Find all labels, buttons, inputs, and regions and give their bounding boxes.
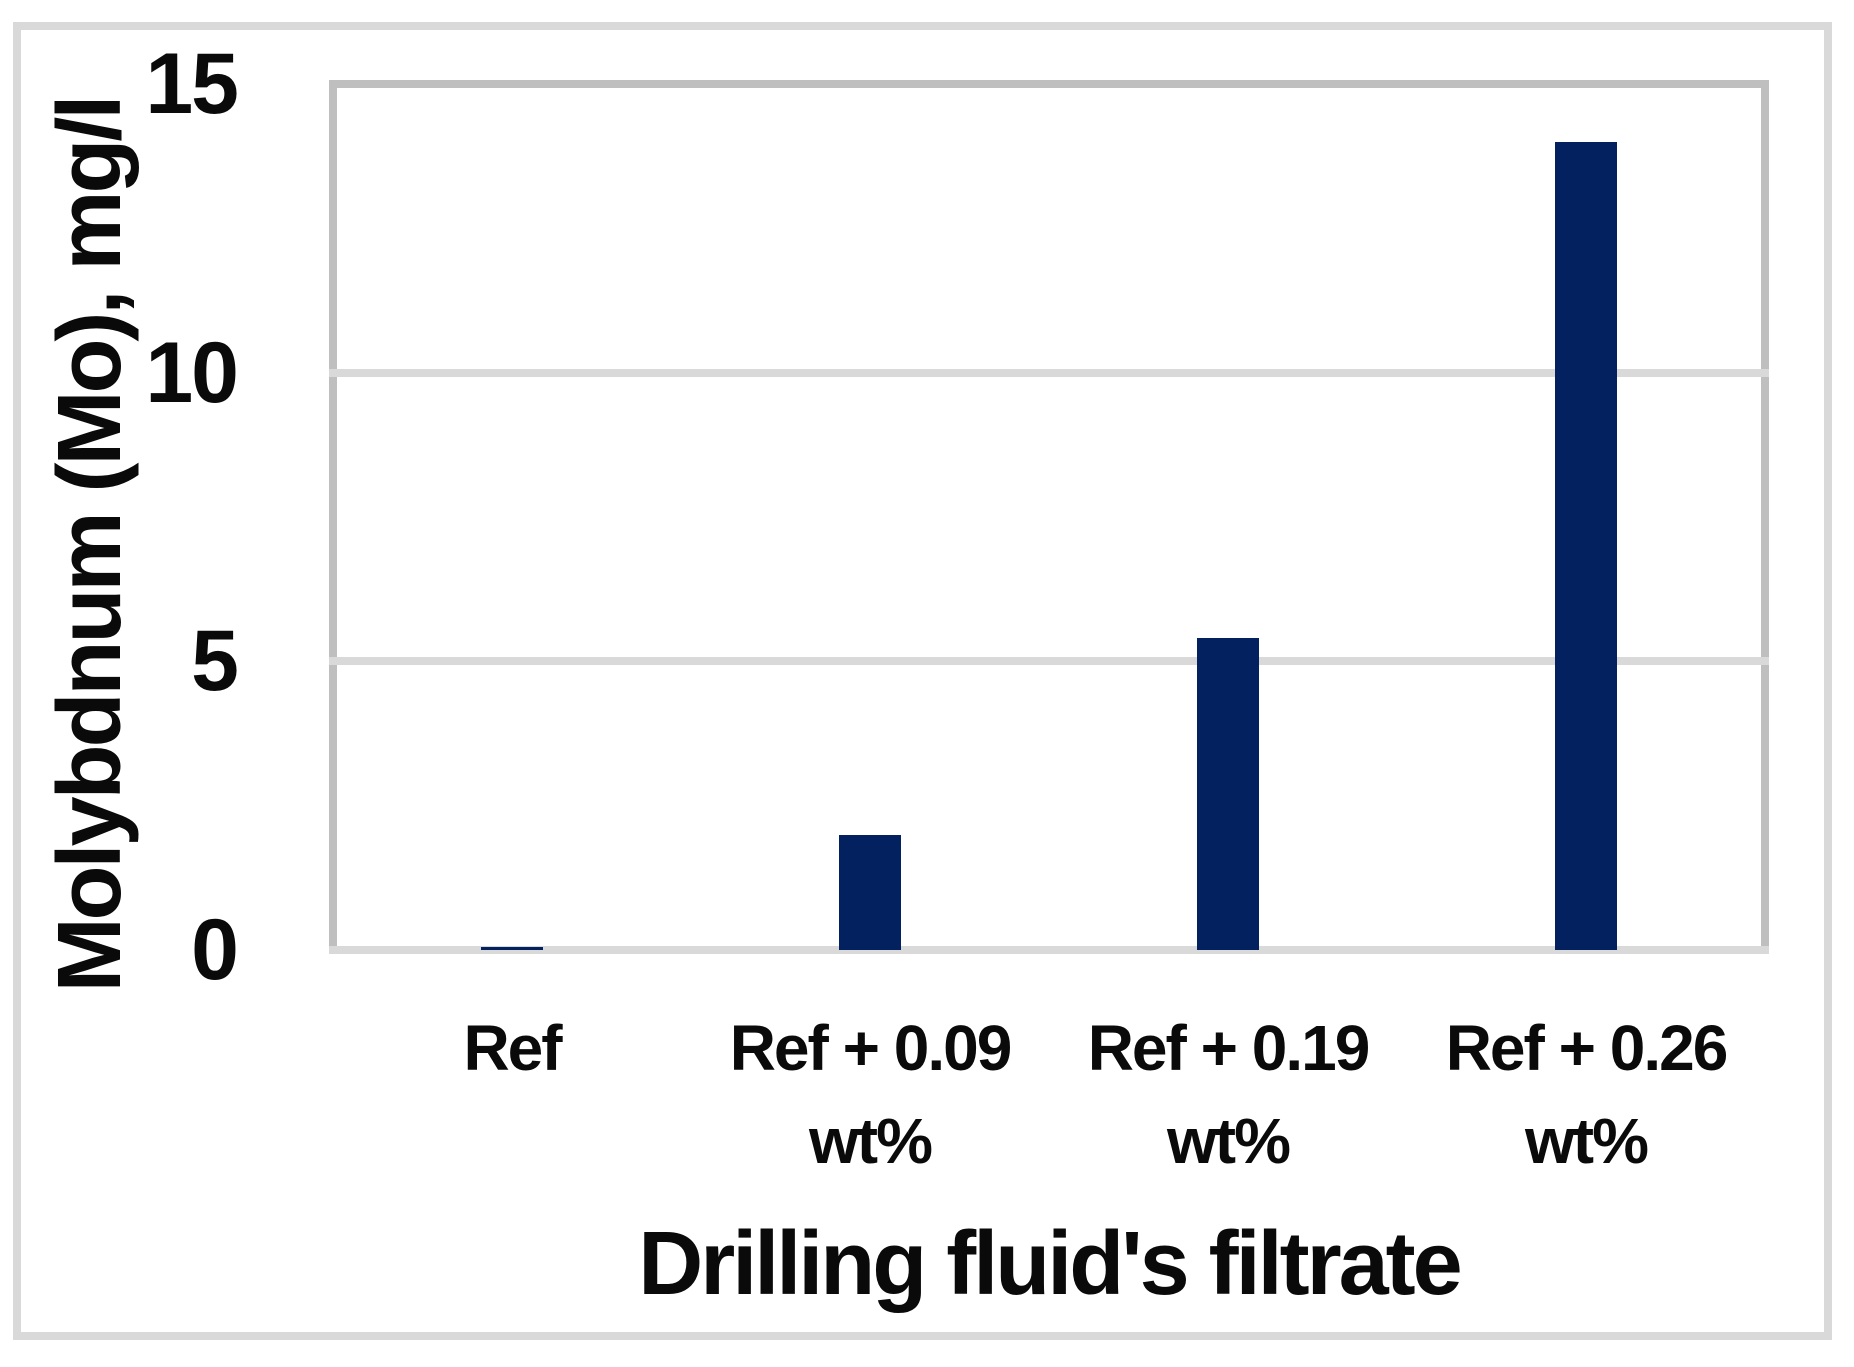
y-tick-label: 10 [145, 324, 239, 421]
x-category-label: Ref + 0.19 wt% [1087, 1012, 1371, 1177]
bar [1197, 638, 1259, 950]
y-axis-line [329, 80, 337, 950]
plot-border-top [329, 80, 1769, 88]
y-axis-title: Molybdnum (Mo), mg/l [40, 97, 140, 993]
gridline [329, 657, 1769, 666]
figure-border [13, 22, 1832, 1340]
gridline [329, 368, 1769, 377]
baseline-gridline [329, 946, 1769, 954]
bar [481, 947, 543, 950]
x-axis-title: Drilling fluid's filtrate [638, 1214, 1462, 1314]
y-tick-label: 0 [191, 902, 239, 998]
bar [839, 834, 901, 950]
y-tick-label: 5 [191, 613, 239, 710]
x-category-label: Ref [463, 1012, 562, 1084]
plot-area [329, 80, 1769, 954]
bar [1555, 141, 1617, 950]
x-category-label: Ref + 0.26 wt% [1445, 1012, 1729, 1177]
x-category-label: Ref + 0.09 wt% [729, 1012, 1013, 1177]
plot-border-right [1761, 80, 1769, 950]
y-tick-label: 15 [145, 36, 239, 132]
